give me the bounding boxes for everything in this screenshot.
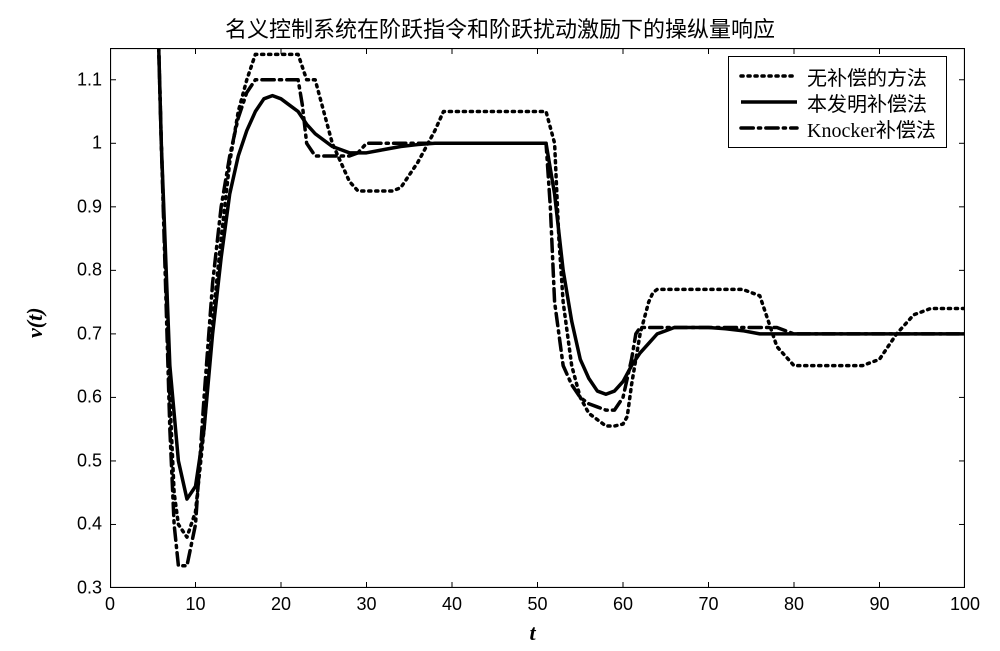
x-tick-label: 60 (613, 594, 633, 615)
y-tick-label: 0.6 (77, 387, 102, 408)
legend-swatch (739, 92, 799, 112)
x-axis-label: t (530, 620, 536, 646)
x-tick-label: 10 (185, 594, 205, 615)
legend-label: 无补偿的方法 (807, 62, 927, 91)
x-tick-label: 90 (869, 594, 889, 615)
x-tick-label: 100 (950, 594, 980, 615)
y-tick-label: 1 (92, 133, 102, 154)
y-tick-label: 0.4 (77, 514, 102, 535)
legend-item: 无补偿的方法 (739, 63, 936, 89)
x-tick-label: 40 (442, 594, 462, 615)
y-tick-label: 0.3 (77, 578, 102, 599)
legend-swatch (739, 66, 799, 86)
y-tick-label: 0.7 (77, 323, 102, 344)
chart-figure: 名义控制系统在阶跃指令和阶跃扰动激励下的操纵量响应 t v(t) 0 10 20 30… (0, 0, 1000, 651)
legend-item: 本发明补偿法 (739, 89, 936, 115)
y-tick-label: 0.9 (77, 196, 102, 217)
legend-label: 本发明补偿法 (807, 88, 927, 117)
legend-label: Knocker补偿法 (807, 114, 936, 143)
y-axis-label: v(t) (22, 307, 48, 338)
legend-swatch (739, 118, 799, 138)
y-tick-label: 1.1 (77, 69, 102, 90)
x-tick-label: 70 (698, 594, 718, 615)
x-tick-label: 0 (105, 594, 115, 615)
legend: 无补偿的方法本发明补偿法Knocker补偿法 (728, 56, 947, 148)
x-tick-label: 30 (356, 594, 376, 615)
y-tick-label: 0.5 (77, 450, 102, 471)
y-tick-label: 0.8 (77, 260, 102, 281)
x-tick-label: 20 (271, 594, 291, 615)
x-tick-label: 50 (527, 594, 547, 615)
chart-title: 名义控制系统在阶跃指令和阶跃扰动激励下的操纵量响应 (0, 12, 1000, 44)
x-tick-label: 80 (784, 594, 804, 615)
legend-item: Knocker补偿法 (739, 115, 936, 141)
